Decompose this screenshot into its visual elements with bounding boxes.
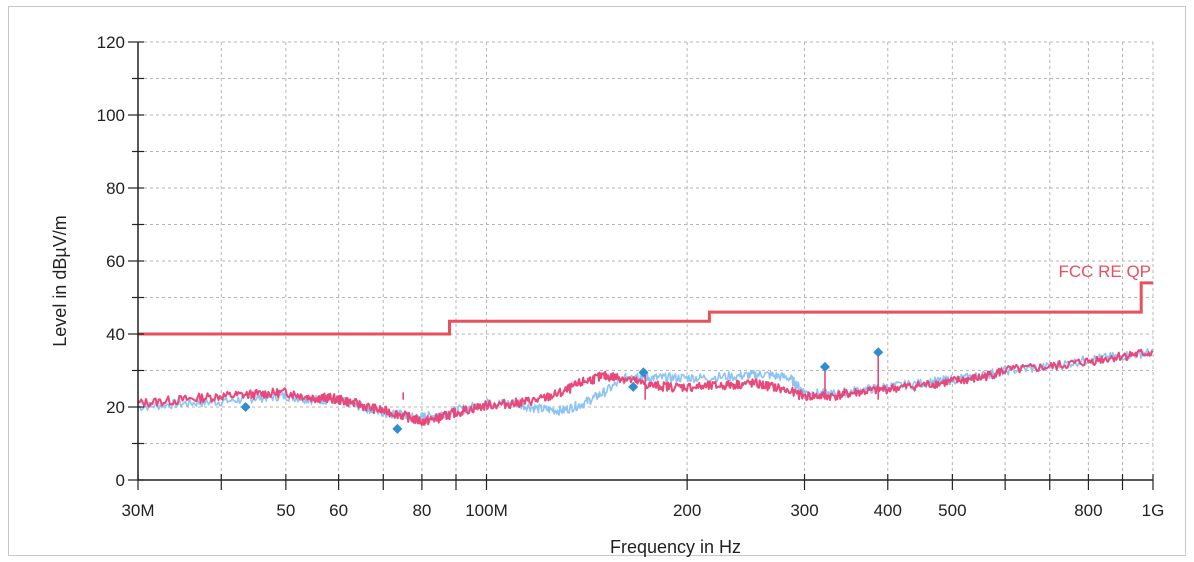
chart-frame	[8, 6, 1186, 556]
x-tick-label: 50	[276, 501, 295, 520]
y-tick-label: 40	[106, 325, 125, 344]
qp-marker	[819, 361, 830, 372]
y-tick-label: 80	[106, 179, 125, 198]
limit-line	[138, 281, 1153, 336]
qp-marker	[392, 423, 403, 434]
limit-line-group	[138, 281, 1153, 336]
qp-marker	[240, 402, 251, 412]
y-axis-title: Level in dBµV/m	[50, 215, 70, 346]
x-tick-label: 200	[673, 501, 701, 520]
x-tick-label: 60	[329, 501, 348, 520]
x-tick-label: 100M	[465, 501, 508, 520]
x-tick-label: 400	[874, 501, 902, 520]
x-axis-title: Frequency in Hz	[610, 537, 741, 557]
x-tick-label: 500	[938, 501, 966, 520]
x-tick-label: 80	[412, 501, 431, 520]
traces	[137, 348, 1154, 426]
x-tick-label: 1G	[1142, 501, 1165, 520]
qp-marker	[628, 381, 639, 392]
y-tick-label: 120	[97, 33, 125, 52]
x-tick-label: 300	[790, 501, 818, 520]
x-tick-label: 800	[1074, 501, 1102, 520]
limit-line-label: FCC RE QP	[1058, 262, 1151, 281]
axes: 0 20 40 60 80 100 120 30M 50 60 80 100M 200 300 400 500…	[97, 33, 1165, 520]
grid	[138, 41, 1154, 480]
qp-marker	[638, 367, 649, 378]
markers	[240, 347, 884, 434]
series-line-trace_pink	[137, 348, 1154, 426]
x-tick-label: 30M	[121, 501, 154, 520]
y-tick-label: 60	[106, 252, 125, 271]
y-tick-label: 100	[97, 106, 125, 125]
y-tick-label: 0	[116, 471, 125, 490]
y-tick-label: 20	[106, 398, 125, 417]
qp-marker	[873, 347, 884, 358]
